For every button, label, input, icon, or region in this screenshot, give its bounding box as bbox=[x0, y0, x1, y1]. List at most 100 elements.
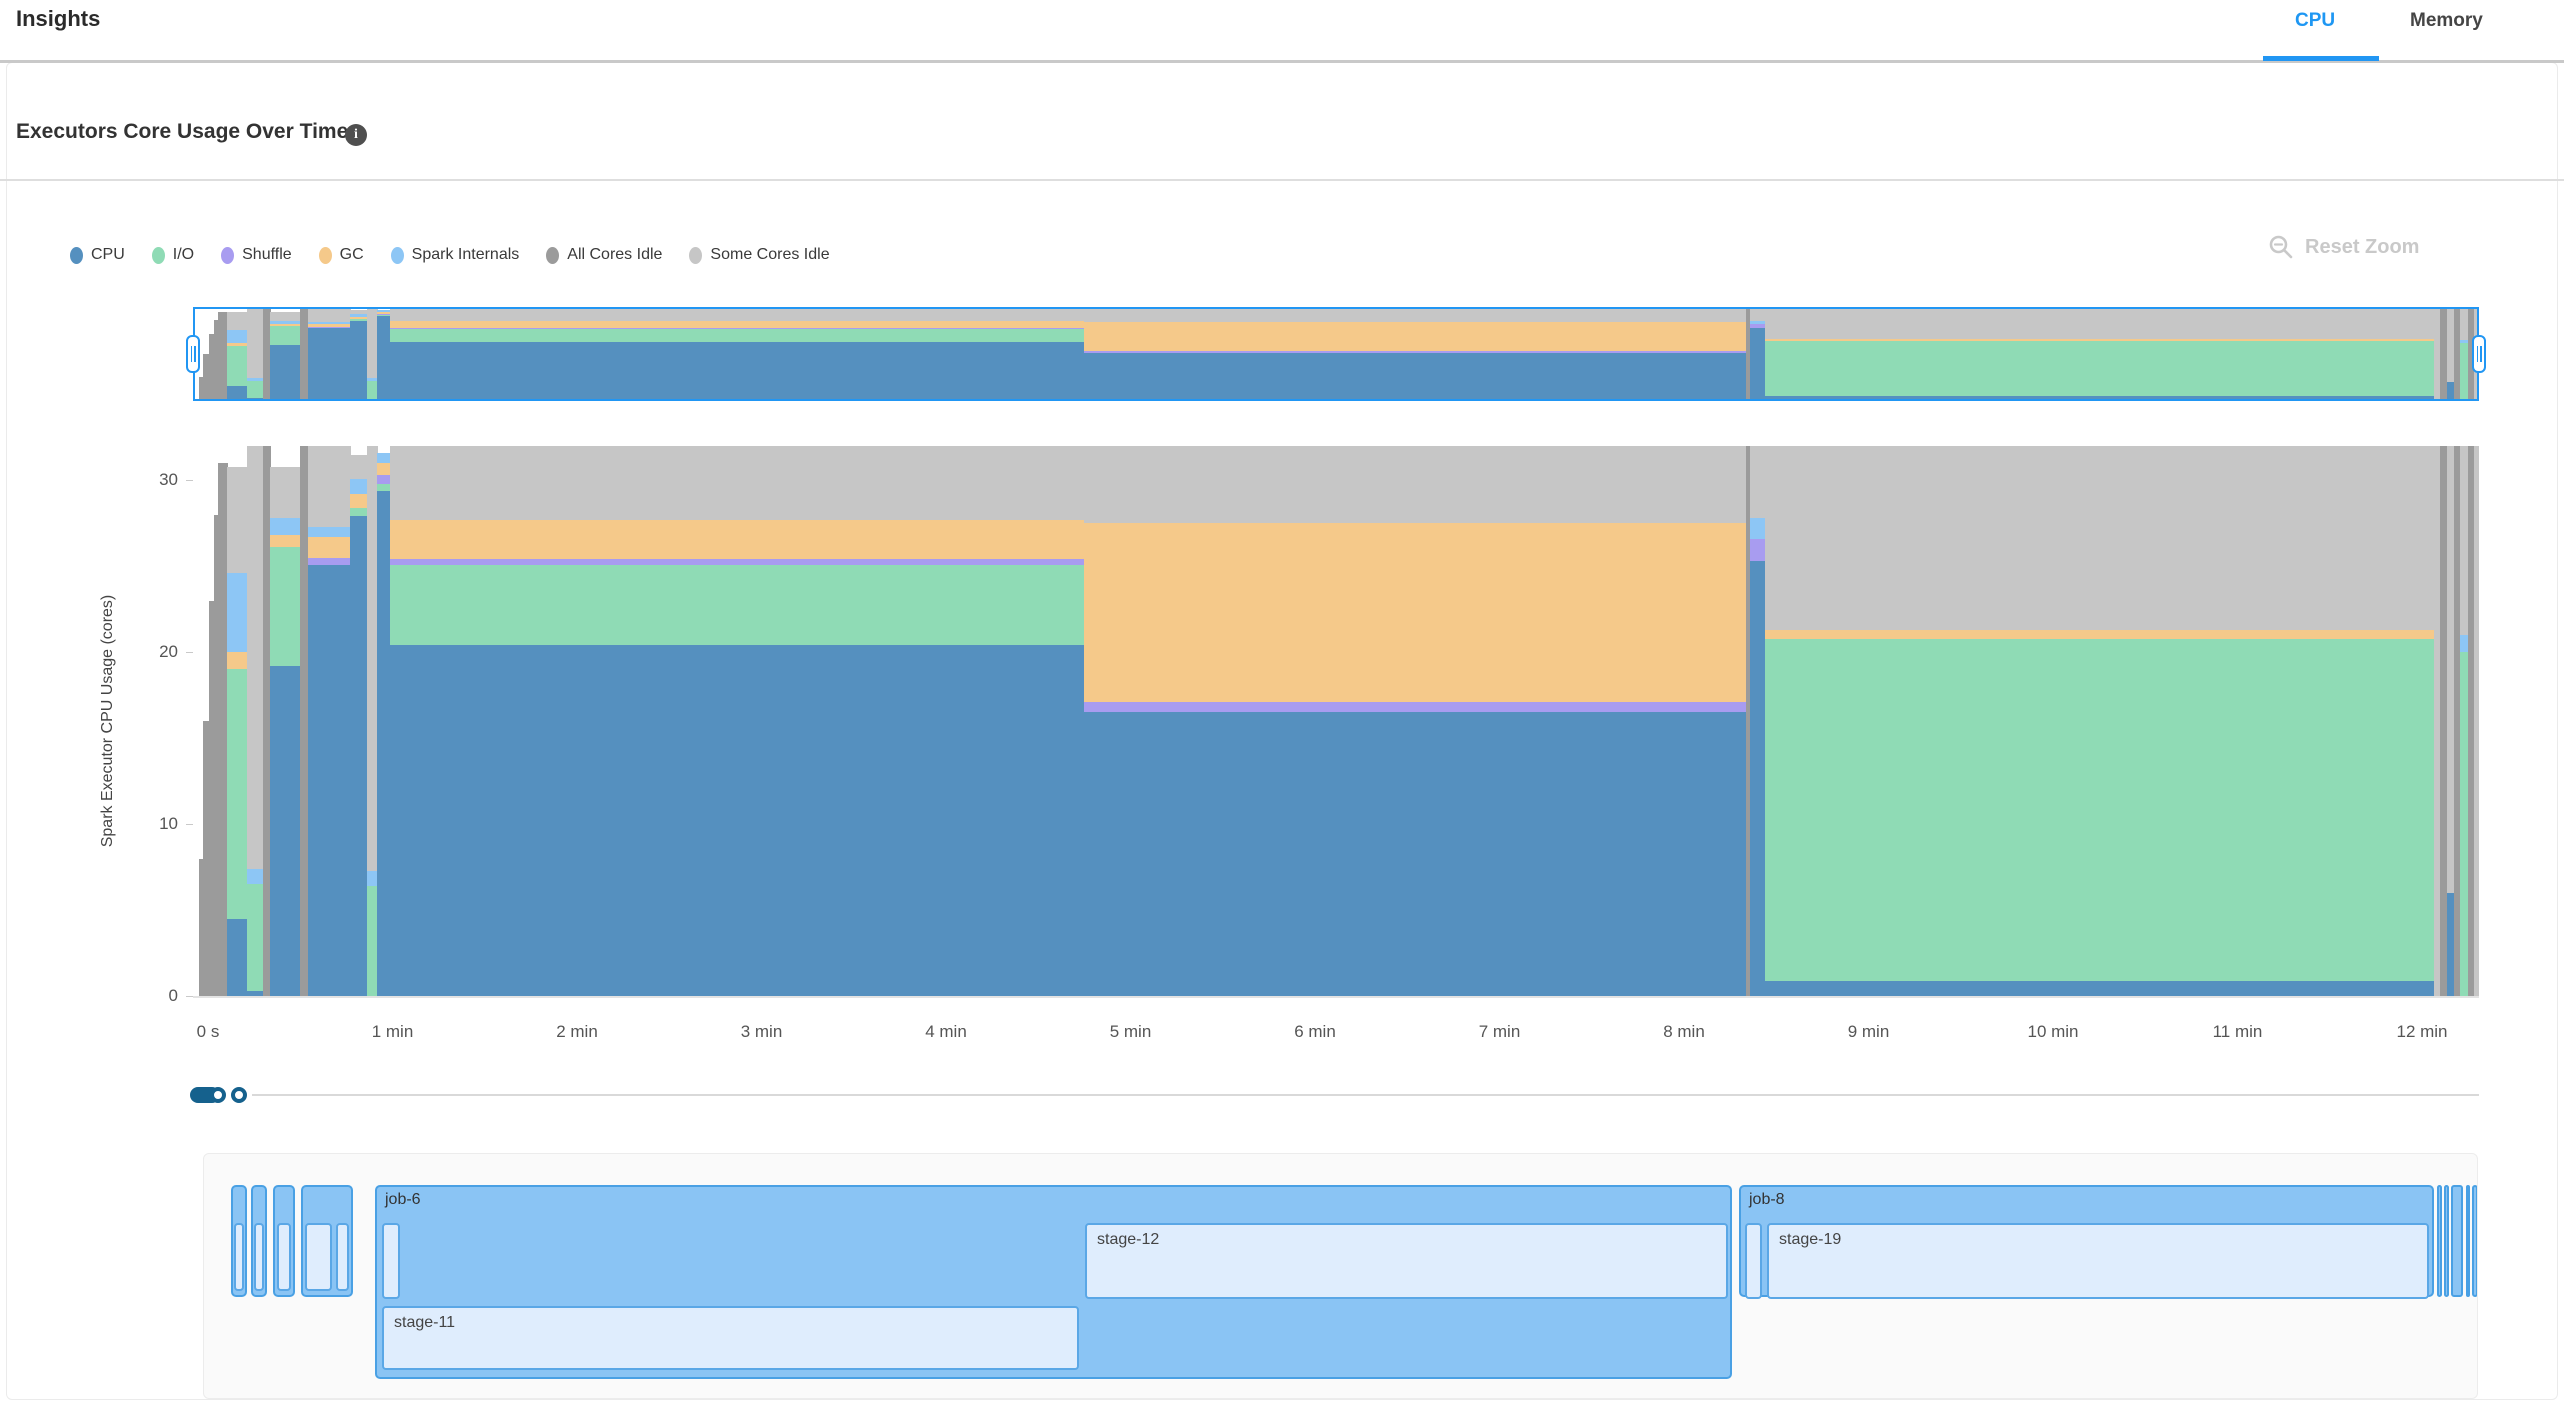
x-tick-label: 9 min bbox=[1847, 1022, 1890, 1041]
x-tick-label: 0 s bbox=[196, 1022, 220, 1041]
io-band bbox=[350, 319, 368, 321]
internals-band bbox=[1750, 320, 1767, 325]
legend-label: All Cores Idle bbox=[567, 246, 663, 263]
some_idle-band bbox=[1765, 309, 2435, 340]
job-stage-timeline: job-6 stage-12 stage-11 job-8 stage-19 bbox=[203, 1153, 2478, 1399]
stage-block[interactable] bbox=[1745, 1223, 1762, 1299]
timeline-slider-track[interactable] bbox=[252, 1094, 2479, 1096]
gc-band bbox=[350, 494, 368, 508]
section-title: Executors Core Usage Over Time bbox=[16, 120, 349, 143]
legend-item-io[interactable]: I/O bbox=[151, 246, 195, 264]
brush-handle-right[interactable] bbox=[2472, 335, 2486, 373]
legend-item-internals[interactable]: Spark Internals bbox=[390, 246, 519, 264]
internals-band bbox=[350, 314, 368, 317]
shuffle-band bbox=[1750, 538, 1767, 562]
cpu-band bbox=[2446, 382, 2455, 399]
job-block[interactable] bbox=[2472, 1185, 2477, 1297]
cpu-band bbox=[377, 490, 391, 996]
some_idle-band bbox=[227, 466, 248, 574]
cpu-band bbox=[390, 341, 1085, 399]
x-tick-label: 2 min bbox=[556, 1022, 598, 1041]
stage-block[interactable] bbox=[305, 1223, 332, 1291]
gc-band bbox=[227, 652, 248, 670]
stage-block[interactable] bbox=[254, 1223, 264, 1291]
all_idle-band bbox=[218, 311, 228, 399]
gc-band bbox=[350, 316, 368, 320]
some_idle-band bbox=[366, 309, 378, 379]
legend-item-cpu[interactable]: CPU bbox=[70, 246, 125, 264]
internals-band bbox=[227, 573, 248, 653]
y-tick-label: 0 bbox=[168, 986, 178, 1005]
all_idle-band bbox=[208, 334, 215, 399]
gc-band bbox=[390, 321, 1085, 328]
stage-block-stage-19[interactable]: stage-19 bbox=[1767, 1223, 2429, 1299]
active-tab-underline bbox=[2263, 56, 2379, 61]
stage-block[interactable] bbox=[277, 1223, 291, 1291]
io-band bbox=[377, 315, 391, 317]
stage-block[interactable] bbox=[336, 1223, 349, 1291]
tab-memory[interactable]: Memory bbox=[2410, 10, 2483, 31]
all_idle-band bbox=[213, 514, 220, 996]
reset-zoom-button[interactable]: Reset Zoom bbox=[2268, 234, 2419, 261]
cpu-band bbox=[377, 316, 391, 399]
some_idle-band bbox=[1084, 309, 1747, 322]
some_idle-band bbox=[2446, 446, 2455, 893]
legend-item-gc[interactable]: GC bbox=[318, 246, 364, 264]
some_idle-band bbox=[2434, 309, 2442, 399]
io-band bbox=[366, 381, 378, 399]
internals-band bbox=[366, 378, 378, 381]
x-tick-label: 7 min bbox=[1478, 1022, 1521, 1041]
gc-band bbox=[1765, 629, 2435, 639]
navigator-chart[interactable] bbox=[193, 307, 2479, 401]
y-tick-mark bbox=[186, 824, 193, 826]
all_idle-band bbox=[1745, 446, 1751, 996]
internals-band bbox=[270, 320, 301, 324]
stage-block-stage-11[interactable]: stage-11 bbox=[382, 1306, 1079, 1370]
all_idle-band bbox=[2440, 309, 2448, 399]
legend-item-shuffle[interactable]: Shuffle bbox=[221, 246, 292, 264]
gc-band bbox=[377, 463, 391, 476]
info-icon[interactable]: i bbox=[345, 124, 367, 146]
brush-handle-left[interactable] bbox=[186, 335, 200, 373]
timeline-slider-handle-right[interactable] bbox=[231, 1087, 247, 1103]
internals-band bbox=[270, 518, 301, 536]
job-block[interactable] bbox=[2437, 1185, 2442, 1297]
gc-band bbox=[390, 519, 1085, 560]
job-block[interactable] bbox=[2466, 1185, 2470, 1297]
stage-block[interactable] bbox=[234, 1223, 244, 1291]
cpu-band bbox=[227, 386, 248, 399]
legend-item-all_idle[interactable]: All Cores Idle bbox=[546, 246, 662, 264]
job-block[interactable] bbox=[2444, 1185, 2449, 1297]
io-band bbox=[270, 325, 301, 345]
timeline-slider-handle-left[interactable] bbox=[210, 1087, 226, 1103]
shuffle-band bbox=[1084, 702, 1747, 713]
main-chart-plot[interactable] bbox=[193, 446, 2479, 996]
all_idle-band bbox=[1745, 309, 1751, 399]
stage-block-stage-12[interactable]: stage-12 bbox=[1085, 1223, 1728, 1299]
header-divider bbox=[0, 60, 2564, 63]
job-block[interactable] bbox=[2451, 1185, 2463, 1297]
y-tick-label: 30 bbox=[159, 470, 178, 490]
y-tick-mark bbox=[186, 996, 193, 997]
x-tick-label: 5 min bbox=[1109, 1022, 1152, 1041]
legend-label: I/O bbox=[172, 246, 195, 263]
cpu-band bbox=[270, 666, 301, 996]
x-tick-label: 12 min bbox=[2396, 1022, 2448, 1041]
gc-band bbox=[270, 323, 301, 326]
io-band bbox=[227, 669, 248, 919]
all_idle-band bbox=[299, 309, 309, 399]
io-band bbox=[2460, 652, 2469, 996]
cpu-band bbox=[350, 516, 368, 996]
y-tick-label: 10 bbox=[159, 814, 178, 834]
x-tick-label: 4 min bbox=[925, 1022, 967, 1041]
some_idle-band bbox=[270, 466, 301, 519]
all_idle-band bbox=[218, 463, 228, 996]
stage-block[interactable] bbox=[382, 1223, 400, 1299]
x-tick-label: 10 min bbox=[2027, 1022, 2079, 1041]
io-band bbox=[390, 328, 1085, 342]
shuffle-band bbox=[377, 475, 391, 484]
legend-item-some_idle[interactable]: Some Cores Idle bbox=[689, 246, 830, 264]
cpu-band bbox=[350, 320, 368, 399]
tab-cpu[interactable]: CPU bbox=[2295, 10, 2336, 31]
io-band bbox=[227, 345, 248, 387]
